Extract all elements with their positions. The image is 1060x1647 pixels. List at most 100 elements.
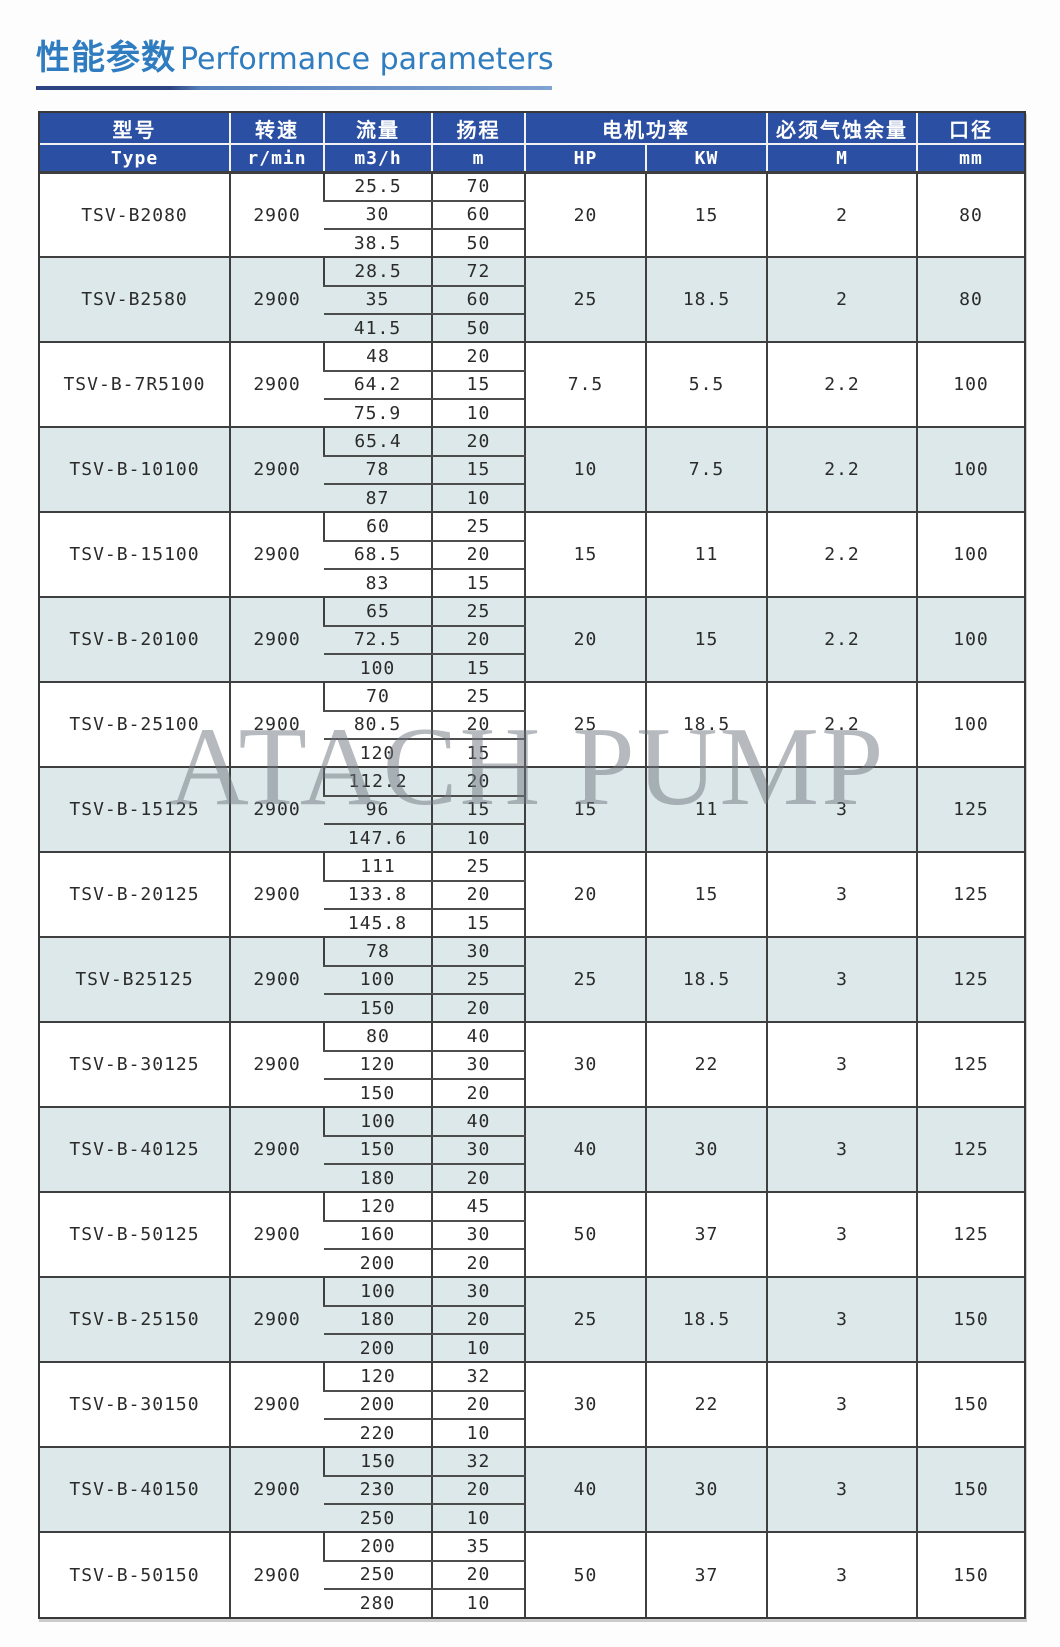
power-kw-cell: 18.5 [645, 936, 767, 1023]
head-cell: 15 [431, 795, 525, 826]
table-row: 180 20 [40, 1163, 1024, 1193]
speed-cell: 2900 [229, 171, 324, 258]
table-row: 200 20 [40, 1390, 1024, 1420]
head-cell: 50 [431, 314, 525, 343]
power-kw-cell: 5.5 [645, 341, 767, 428]
pump-type-cell: TSV-B-10100 [40, 426, 230, 513]
pump-type-cell: TSV-B25125 [40, 936, 230, 1023]
pump-type-cell: TSV-B-20100 [40, 596, 230, 683]
npsh-cell: 3 [766, 1191, 917, 1278]
bore-cell: 80 [916, 256, 1024, 343]
header-speed-zh: 转速 [229, 113, 325, 145]
power-kw-cell: 37 [645, 1531, 767, 1618]
header-type-zh: 型号 [40, 113, 231, 145]
table-row: 72.5 20 [40, 625, 1024, 656]
header-bore-en: mm [916, 143, 1024, 174]
flow-cell: 30 [324, 200, 432, 231]
table-row: 100 25 [40, 965, 1024, 996]
head-cell: 32 [431, 1446, 525, 1477]
head-cell: 72 [431, 256, 525, 287]
bore-cell: 80 [916, 171, 1024, 258]
table-row: TSV-B-25100 2900 70 25 25 18.5 2.2 100 [40, 681, 1024, 768]
npsh-cell: 2.2 [766, 341, 917, 428]
flow-cell: 150 [324, 994, 432, 1023]
flow-cell: 200 [324, 1390, 432, 1420]
head-cell: 20 [431, 1390, 525, 1420]
flow-cell: 65 [323, 596, 432, 627]
power-kw-cell: 15 [645, 851, 767, 938]
power-hp-cell: 50 [524, 1191, 646, 1278]
power-kw-cell: 30 [645, 1106, 767, 1193]
bore-cell: 125 [916, 1191, 1024, 1278]
npsh-cell: 3 [766, 1106, 917, 1193]
speed-cell: 2900 [229, 511, 324, 598]
flow-cell: 150 [323, 1446, 432, 1477]
bore-cell: 125 [916, 936, 1024, 1023]
head-cell: 15 [431, 455, 525, 486]
head-cell: 20 [431, 1305, 525, 1335]
pump-type-cell: TSV-B-30150 [40, 1361, 230, 1448]
bore-cell: 125 [916, 851, 1024, 938]
header-head-zh: 扬程 [431, 113, 526, 145]
table-row: 35 60 [40, 285, 1024, 316]
pump-type-cell: TSV-B-50150 [40, 1531, 230, 1618]
speed-cell: 2900 [229, 1191, 324, 1278]
head-cell: 20 [431, 625, 525, 656]
page-title-en: Performance parameters [180, 42, 554, 77]
table-row: TSV-B2580 2900 28.5 72 25 18.5 2 80 [40, 256, 1024, 343]
flow-cell: 64.2 [324, 370, 432, 401]
table-row: 200 10 [40, 1333, 1024, 1363]
flow-cell: 72.5 [324, 625, 432, 656]
flow-cell: 78 [323, 936, 432, 967]
head-cell: 20 [431, 540, 525, 571]
flow-cell: 180 [324, 1163, 432, 1193]
flow-cell: 80.5 [324, 710, 432, 741]
table-row: 160 30 [40, 1220, 1024, 1250]
head-cell: 25 [431, 596, 525, 627]
head-cell: 25 [431, 851, 525, 882]
page-title: 性能参数 Performance parameters [36, 30, 556, 90]
flow-cell: 28.5 [323, 256, 432, 287]
npsh-cell: 2.2 [766, 596, 917, 683]
table-row: 150 30 [40, 1135, 1024, 1165]
head-cell: 20 [431, 1079, 525, 1108]
flow-cell: 133.8 [324, 880, 432, 911]
flow-cell: 68.5 [324, 540, 432, 571]
head-cell: 20 [431, 880, 525, 911]
bore-cell: 100 [916, 681, 1024, 768]
power-hp-cell: 20 [524, 596, 646, 683]
power-hp-cell: 30 [524, 1361, 646, 1448]
head-cell: 20 [431, 766, 525, 797]
speed-cell: 2900 [229, 681, 324, 768]
pump-type-cell: TSV-B-40125 [40, 1106, 230, 1193]
page-title-zh: 性能参数 [36, 38, 176, 78]
pump-type-cell: TSV-B-15125 [40, 766, 230, 853]
table-row: TSV-B-15125 2900 112.2 20 15 11 3 125 [40, 766, 1024, 853]
table-row: 230 20 [40, 1475, 1024, 1505]
speed-cell: 2900 [229, 1361, 324, 1448]
flow-cell: 87 [324, 484, 432, 513]
pump-type-cell: TSV-B-40150 [40, 1446, 230, 1533]
npsh-cell: 2 [766, 256, 917, 343]
bore-cell: 125 [916, 1106, 1024, 1193]
npsh-cell: 3 [766, 1531, 917, 1618]
table-header: 型号 转速 流量 扬程 电机功率 必须气蚀余量 口径 Type r/min m3… [40, 113, 1024, 174]
npsh-cell: 3 [766, 851, 917, 938]
table-row: TSV-B-40150 2900 150 32 40 30 3 150 [40, 1446, 1024, 1533]
flow-cell: 145.8 [324, 909, 432, 938]
header-flow-zh: 流量 [323, 113, 433, 145]
bore-cell: 150 [916, 1446, 1024, 1533]
pump-type-cell: TSV-B-15100 [40, 511, 230, 598]
head-cell: 40 [431, 1106, 525, 1137]
table-row: 64.2 15 [40, 370, 1024, 401]
head-cell: 15 [431, 370, 525, 401]
header-power-kw: KW [645, 143, 768, 174]
flow-cell: 200 [323, 1531, 432, 1562]
bore-cell: 100 [916, 596, 1024, 683]
power-hp-cell: 20 [524, 171, 646, 258]
head-cell: 10 [431, 1418, 525, 1448]
flow-cell: 80 [323, 1021, 432, 1052]
npsh-cell: 3 [766, 936, 917, 1023]
head-cell: 15 [431, 654, 525, 683]
head-cell: 15 [431, 739, 525, 768]
